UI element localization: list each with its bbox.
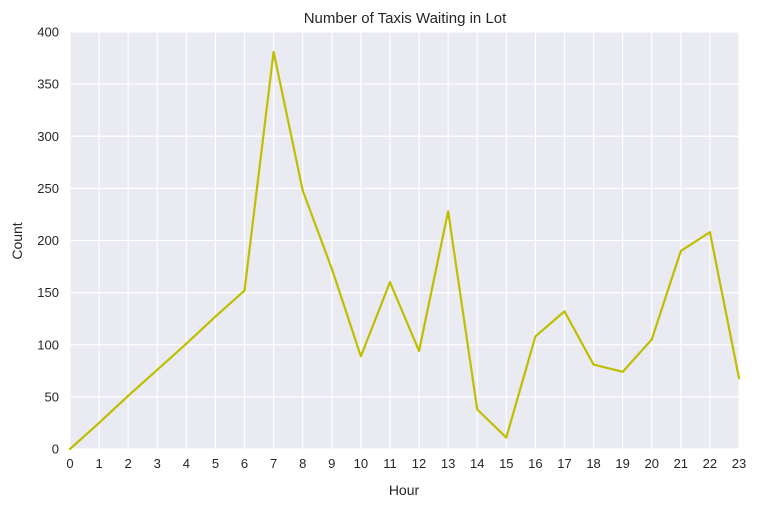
x-tick-label: 6 bbox=[241, 456, 248, 471]
x-tick-label: 19 bbox=[615, 456, 629, 471]
x-tick-label: 14 bbox=[470, 456, 484, 471]
x-axis-label: Hour bbox=[389, 482, 420, 498]
series-line bbox=[68, 50, 741, 451]
y-tick-label: 100 bbox=[37, 337, 59, 352]
x-tick-label: 8 bbox=[299, 456, 306, 471]
y-tick-label: 0 bbox=[52, 442, 59, 457]
x-tick-label: 4 bbox=[183, 456, 190, 471]
y-tick-label: 300 bbox=[37, 129, 59, 144]
x-tick-label: 9 bbox=[328, 456, 335, 471]
series-layer bbox=[68, 50, 741, 451]
x-tick-label: 13 bbox=[441, 456, 455, 471]
x-tick-label: 16 bbox=[528, 456, 542, 471]
x-tick-label: 21 bbox=[674, 456, 688, 471]
chart-title: Number of Taxis Waiting in Lot bbox=[304, 10, 507, 27]
x-tick-label: 22 bbox=[703, 456, 717, 471]
y-tick-labels: 0 50 100 150 200 250 300 350 400 bbox=[37, 25, 59, 457]
y-tick-label: 250 bbox=[37, 181, 59, 196]
x-tick-label: 2 bbox=[125, 456, 132, 471]
x-tick-label: 12 bbox=[412, 456, 426, 471]
x-tick-label: 23 bbox=[732, 456, 746, 471]
x-tick-label: 11 bbox=[383, 456, 397, 471]
y-tick-label: 150 bbox=[37, 285, 59, 300]
x-tick-label: 20 bbox=[645, 456, 659, 471]
y-tick-label: 200 bbox=[37, 233, 59, 248]
x-tick-label: 7 bbox=[270, 456, 277, 471]
x-tick-label: 5 bbox=[212, 456, 219, 471]
x-tick-label: 0 bbox=[66, 456, 73, 471]
x-tick-label: 1 bbox=[95, 456, 102, 471]
x-tick-label: 18 bbox=[586, 456, 600, 471]
y-gridlines bbox=[70, 31, 739, 450]
x-tick-label: 10 bbox=[354, 456, 368, 471]
x-tick-label: 3 bbox=[154, 456, 161, 471]
y-tick-label: 350 bbox=[37, 77, 59, 92]
x-tick-labels: 0 1 2 3 4 5 6 7 8 9 10 11 12 13 14 15 16 17 18 19 20 21 22 23 bbox=[66, 456, 746, 471]
x-tick-label: 15 bbox=[499, 456, 513, 471]
y-tick-label: 400 bbox=[37, 25, 59, 40]
y-tick-label: 50 bbox=[45, 389, 59, 404]
x-tick-label: 17 bbox=[557, 456, 571, 471]
y-axis-label: Count bbox=[9, 222, 25, 259]
